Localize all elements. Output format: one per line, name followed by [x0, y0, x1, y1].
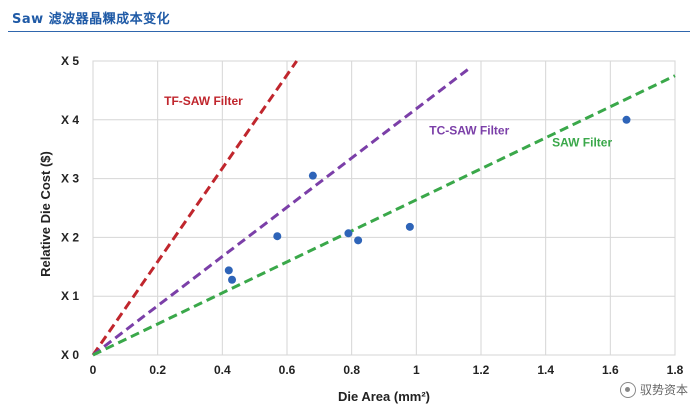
axes: 0 0.2 0.4 0.6 0.8 1 1.2 1.4 1.6 1.8 X 0 X 1 X 2 X 3 X … — [61, 54, 684, 377]
x-axis-title: Die Area (mm²) — [338, 389, 430, 404]
trend-lines — [91, 60, 676, 357]
x-tick-label: 1.8 — [667, 363, 684, 377]
series-label: SAW Filter — [552, 135, 612, 149]
data-point — [273, 232, 282, 241]
data-point — [622, 115, 631, 124]
data-point — [354, 236, 363, 245]
data-point — [228, 275, 237, 284]
x-tick-label: 0.2 — [149, 363, 166, 377]
header-divider — [8, 31, 690, 32]
y-tick-label: X 1 — [61, 289, 79, 303]
x-tick-label: 1.4 — [537, 363, 554, 377]
data-point — [344, 229, 353, 238]
x-tick-label: 1.6 — [602, 363, 619, 377]
trend-line-saw-filter — [92, 74, 676, 357]
grid — [92, 60, 676, 356]
x-tick-label: 0.6 — [279, 363, 296, 377]
wechat-channel-icon — [619, 381, 636, 398]
trend-line-tc-saw-filter — [92, 65, 473, 357]
series-label: TC-SAW Filter — [429, 124, 509, 138]
data-point — [224, 266, 233, 275]
x-tick-label: 1.2 — [473, 363, 490, 377]
data-point — [405, 222, 414, 231]
die-cost-chart: 0 0.2 0.4 0.6 0.8 1 1.2 1.4 1.6 1.8 X 0 X 1 X 2 X 3 X … — [38, 54, 684, 404]
data-point — [308, 171, 317, 180]
x-tick-label: 1 — [413, 363, 420, 377]
x-tick-label: 0.8 — [343, 363, 360, 377]
data-points — [224, 115, 631, 284]
y-axis-title: Relative Die Cost ($) — [38, 151, 53, 277]
y-tick-label: X 3 — [61, 172, 79, 186]
page-header: Saw 滤波器晶粿成本变化 — [0, 0, 698, 34]
watermark-text: 驭势资本 — [639, 383, 688, 397]
watermark: 驭势资本 — [619, 381, 688, 398]
x-tick-label: 0.4 — [214, 363, 231, 377]
trend-line-tf-saw-filter — [91, 60, 298, 356]
y-tick-label: X 2 — [61, 230, 79, 244]
series-labels: TF-SAW Filter TC-SAW Filter SAW Filter — [164, 94, 612, 149]
y-tick-label: X 5 — [61, 54, 79, 68]
y-tick-label: X 4 — [61, 113, 79, 127]
page-title: Saw 滤波器晶粿成本变化 — [12, 12, 171, 27]
x-tick-label: 0 — [90, 363, 97, 377]
y-tick-label: X 0 — [61, 348, 79, 362]
series-label: TF-SAW Filter — [164, 94, 243, 108]
